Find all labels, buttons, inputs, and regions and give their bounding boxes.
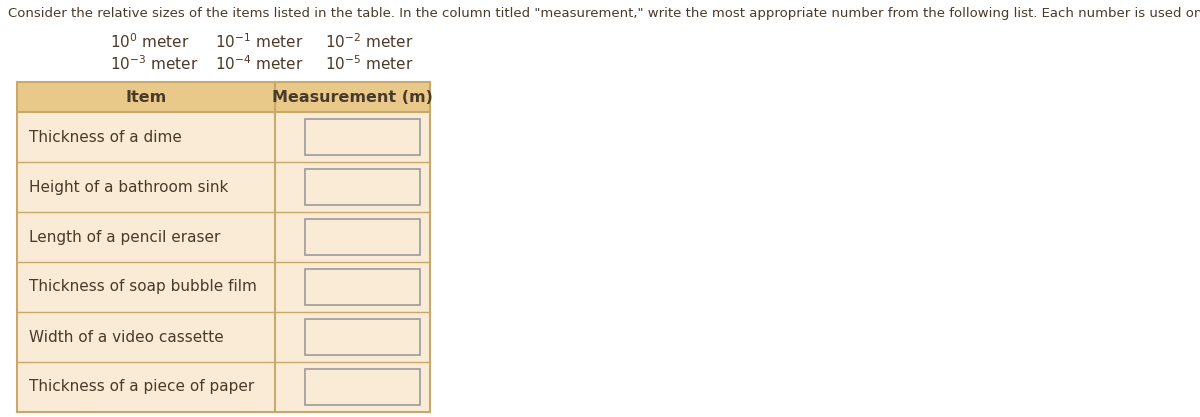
Text: Thickness of a piece of paper: Thickness of a piece of paper	[29, 379, 254, 394]
Text: $10^{-4}$ meter: $10^{-4}$ meter	[215, 54, 304, 73]
Bar	[305, 269, 420, 305]
Text: $10^{-1}$ meter: $10^{-1}$ meter	[215, 32, 304, 51]
Text: Height of a bathroom sink: Height of a bathroom sink	[29, 179, 228, 194]
Text: $10^{-2}$ meter: $10^{-2}$ meter	[325, 32, 414, 51]
Text: $10^{-3}$ meter: $10^{-3}$ meter	[110, 54, 198, 73]
Bar	[305, 319, 420, 355]
Bar	[305, 169, 420, 205]
Bar	[305, 369, 420, 405]
Text: Measurement (m): Measurement (m)	[272, 90, 433, 105]
Text: $10^{-5}$ meter: $10^{-5}$ meter	[325, 54, 414, 73]
Bar	[305, 119, 420, 155]
Text: Item: Item	[125, 90, 167, 105]
Text: Thickness of a dime: Thickness of a dime	[29, 130, 182, 145]
Bar	[17, 82, 430, 412]
Bar	[17, 82, 430, 112]
Bar	[305, 219, 420, 255]
Text: Length of a pencil eraser: Length of a pencil eraser	[29, 229, 221, 244]
Text: $10^0$ meter: $10^0$ meter	[110, 32, 190, 51]
Text: Consider the relative sizes of the items listed in the table. In the column titl: Consider the relative sizes of the items…	[8, 7, 1200, 20]
Text: Thickness of soap bubble film: Thickness of soap bubble film	[29, 279, 257, 294]
Text: Width of a video cassette: Width of a video cassette	[29, 329, 223, 344]
